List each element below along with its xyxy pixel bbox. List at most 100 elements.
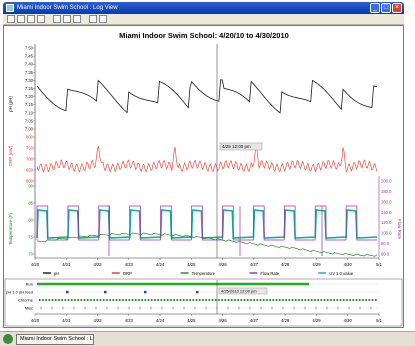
orp-tick-label: 650 <box>26 168 34 173</box>
taskbar-window-button[interactable]: Miami Indoor Swim School : Log View <box>16 334 94 345</box>
orp-tick-label: 600 <box>26 179 34 184</box>
x-tick-label: 4/22 <box>93 262 102 267</box>
flow-axis-label: Flow Rate <box>397 219 402 240</box>
flow-tick-label: 160.0 <box>381 199 392 204</box>
chlorine-event <box>202 299 204 301</box>
chlorine-event <box>343 299 345 301</box>
chlorine-event <box>285 299 287 301</box>
window-controls: _ □ × <box>370 3 402 13</box>
ph-tick-label: 7.25 <box>25 86 34 91</box>
chlorine-event <box>243 299 246 301</box>
flow-tick-label: 180.0 <box>381 189 392 194</box>
chlorine-event <box>112 299 115 301</box>
orp-axis-label: ORP (mV) <box>8 145 13 166</box>
ph-tick-label: 7.05 <box>25 118 34 123</box>
ph-tick-label: 7.40 <box>25 62 34 67</box>
window-title-bar: Miami Indoor Swim School : Log View _ □ … <box>3 2 404 14</box>
close-button[interactable]: × <box>392 3 402 13</box>
chlorine-event <box>157 299 159 301</box>
chlorine-event <box>131 299 134 301</box>
x-tick-label: 4/24 <box>156 262 165 267</box>
start-icon[interactable] <box>3 334 13 344</box>
chlorine-event <box>151 299 153 301</box>
taskbar: Miami Indoor Swim School : Log View <box>0 331 415 346</box>
zoom-icon[interactable] <box>53 15 61 23</box>
events-x-tick-label: 4/23 <box>125 318 134 323</box>
log-chart[interactable]: Miami Indoor Swim School: 4/20/10 to 4/3… <box>4 26 403 327</box>
events-x-tick-label: 4/22 <box>93 318 102 323</box>
flow-tick-label: 100.0 <box>381 231 392 236</box>
chlorine-event <box>339 299 342 301</box>
pan-icon[interactable] <box>89 15 97 23</box>
temp-tick-label: 75 <box>28 235 33 240</box>
ph-feed-event <box>144 290 147 294</box>
ph-feed-event <box>104 290 107 294</box>
x-tick-label: 4/30 <box>344 262 353 267</box>
chlorine-event <box>135 299 137 301</box>
chlorine-event <box>71 299 73 301</box>
flow-series-line <box>36 205 377 241</box>
chlorine-event <box>259 299 262 301</box>
chlorine-event <box>199 299 201 301</box>
maximize-button[interactable]: □ <box>381 3 391 13</box>
chlorine-event <box>55 299 57 301</box>
save-icon[interactable] <box>27 15 35 23</box>
orp-tick-label: 800 <box>26 135 34 140</box>
chlorine-event <box>48 299 51 301</box>
chlorine-event <box>128 299 131 301</box>
legend-label: pH <box>54 271 59 276</box>
export-icon[interactable] <box>63 15 71 23</box>
chlorine-event <box>61 299 63 301</box>
chlorine-event <box>189 299 191 301</box>
chlorine-event <box>263 299 265 301</box>
chlorine-event <box>74 299 76 301</box>
chlorine-event <box>272 299 275 301</box>
chlorine-event <box>288 299 291 301</box>
new-icon[interactable] <box>7 15 15 23</box>
flow-tick-label: 200.0 <box>381 179 392 184</box>
chlorine-event <box>256 299 259 301</box>
app-icon <box>6 4 14 12</box>
chlorine-event <box>250 299 252 301</box>
chlorine-event <box>304 299 307 301</box>
chlorine-event <box>295 299 297 301</box>
chlorine-event <box>323 299 326 301</box>
minimize-button[interactable]: _ <box>370 3 380 13</box>
chlorine-event <box>330 299 332 301</box>
chlorine-event <box>160 299 163 301</box>
chlorine-event <box>183 299 185 301</box>
chlorine-event <box>83 299 86 301</box>
events-x-tick-label: 4/29 <box>312 318 321 323</box>
print-icon[interactable] <box>37 15 45 23</box>
settings-icon[interactable] <box>73 15 81 23</box>
ph-feed-event <box>66 290 69 294</box>
chlorine-event <box>333 299 335 301</box>
events-x-tick-label: 4/26 <box>219 318 228 323</box>
temp-tick-label: 85 <box>28 201 33 206</box>
chlorine-event <box>208 299 211 301</box>
orp-tick-label: 700 <box>26 157 34 162</box>
ph-tick-label: 7.45 <box>25 54 34 59</box>
flow-tick-label: 60.0 <box>381 252 390 257</box>
events-x-tick-label: 4/28 <box>281 318 290 323</box>
chart-frame: Miami Indoor Swim School: 4/20/10 to 4/3… <box>3 25 404 328</box>
chlorine-event <box>106 299 108 301</box>
x-tick-label: 4/25 <box>187 262 196 267</box>
ph-axis-label: pH (pH) <box>8 96 13 112</box>
ph-tick-label: 7.50 <box>25 46 34 51</box>
open-icon[interactable] <box>17 15 25 23</box>
zoom-in-icon[interactable] <box>99 15 107 23</box>
chlorine-event <box>42 299 44 301</box>
events-x-tick-label: 4/21 <box>62 318 71 323</box>
x-tick-label: 4/20 <box>31 262 40 267</box>
chlorine-event <box>355 299 358 301</box>
temp-tick-label: 90 <box>28 184 33 189</box>
chlorine-event <box>167 299 169 301</box>
chlorine-event <box>192 299 195 301</box>
chlorine-event <box>186 299 188 301</box>
chlorine-event <box>365 299 367 301</box>
x-tick-label: 5/1 <box>376 262 382 267</box>
events-cursor-label: 4/25/2010 12:00 pm <box>221 289 257 294</box>
chlorine-event <box>346 299 348 301</box>
events-x-tick-label: 4/30 <box>344 318 353 323</box>
